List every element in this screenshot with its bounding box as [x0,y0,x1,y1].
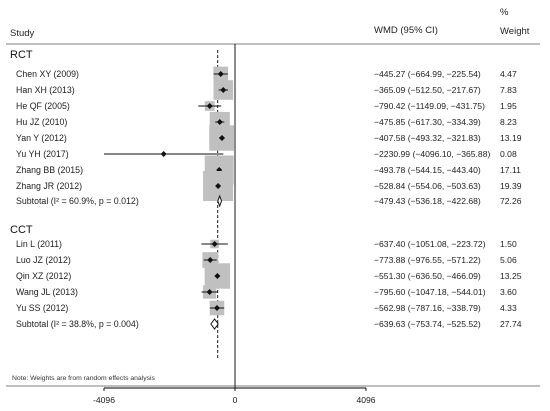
study-weight-text: 19.39 [500,181,522,191]
header-weight-pct-label: % [500,7,509,18]
study-ci-text: −2230.99 (−4096.10, −365.88) [374,149,490,159]
study-weight-text: 3.60 [500,287,517,297]
study-point-estimate [206,103,213,109]
study-ci-text: −562.98 (−787.16, −338.79) [374,303,481,313]
study-ci-text: −407.58 (−493.32, −321.83) [374,133,481,143]
study-weight-text: 4.47 [500,69,517,79]
header-weight-label: Weight [500,26,530,37]
study-ci-text: −795.60 (−1047.18, −544.01) [374,287,486,297]
study-point-estimate [214,273,221,279]
study-label: Han XH (2013) [16,85,75,95]
study-weight-text: 13.25 [500,271,522,281]
study-label: Wang JL (2013) [16,287,78,297]
study-label: Yu SS (2012) [16,303,68,313]
study-ci-text: −637.40 (−1051.08, −223.72) [374,239,486,249]
study-point-estimate [218,135,225,141]
subtotal-weight-text: 27.74 [500,319,522,329]
header-effect-label: WMD (95% CI) [374,25,438,36]
study-ci-text: −551.30 (−636.50, −466.09) [374,271,481,281]
study-ci-text: −790.42 (−1149.09, −431.75) [374,101,485,111]
study-weight-text: 0.08 [500,149,517,159]
study-ci-text: −365.09 (−512.50, −217.67) [374,85,481,95]
study-point-estimate [216,119,223,125]
study-ci-text: −773.88 (−976.55, −571.22) [374,255,481,265]
study-label: Lin L (2011) [16,239,62,249]
study-point-estimate [211,241,218,247]
group-heading-rct: RCT [10,49,33,61]
study-weight-text: 1.50 [500,239,517,249]
study-ci-text: −493.78 (−544.15, −443.40) [374,165,481,175]
marks [103,44,236,388]
study-label: He QF (2005) [16,101,70,111]
subtotal-ci-text: −479.43 (−536.18, −422.68) [374,196,481,206]
study-ci-text: −475.85 (−617.30, −334.39) [374,117,481,127]
study-weight-text: 17.11 [500,165,521,175]
x-axis: -4096 0 4096 [93,387,376,405]
study-point-estimate [215,183,222,189]
study-point-estimate [206,289,213,295]
rows: RCT Chen XY (2009) −445.27 (−664.99, −225.… [10,49,522,329]
subtotal-weight-text: 72.26 [500,196,522,206]
x-tick-label: 0 [233,395,238,405]
study-point-estimate [217,71,224,77]
study-weight-text: 1.95 [500,101,517,111]
study-label: Zhang BB (2015) [16,165,83,175]
study-weight-text: 7.83 [500,85,517,95]
x-tick-label: 4096 [356,395,375,405]
x-tick-label: -4096 [93,395,115,405]
study-point-estimate [220,87,227,93]
study-point-estimate [160,151,167,157]
study-label: Qin XZ (2012) [16,271,71,281]
study-label: Zhang JR (2012) [16,181,82,191]
study-label: Luo JZ (2012) [16,255,71,265]
subtotal-ci-text: −639.63 (−753.74, −525.52) [374,319,481,329]
header-study-label: Study [10,28,35,39]
study-label: Chen XY (2009) [16,69,79,79]
subtotal-label: Subtotal (I² = 60.9%, p = 0.012) [16,196,139,206]
study-label: Yan Y (2012) [16,133,67,143]
header: Study WMD (95% CI) % Weight [10,7,530,39]
subtotal-label: Subtotal (I² = 38.8%, p = 0.004) [16,319,139,329]
subtotal-diamond [210,318,219,330]
group-heading-cct: CCT [10,224,33,236]
study-ci-text: −528.84 (−554.06, −503.63) [374,181,481,191]
study-weight-text: 8.23 [500,117,517,127]
study-weight-text: 13.19 [500,133,522,143]
study-label: Yu YH (2017) [16,149,69,159]
study-point-estimate [213,305,220,311]
subtotal-diamond [217,194,223,208]
study-label: Hu JZ (2010) [16,117,67,127]
study-weight-text: 5.06 [500,255,517,265]
study-ci-text: −445.27 (−664.99, −225.54) [374,69,481,79]
study-point-estimate [207,257,214,263]
study-weight-text: 4.33 [500,303,517,313]
footnote: Note: Weights are from random effects an… [12,375,156,382]
